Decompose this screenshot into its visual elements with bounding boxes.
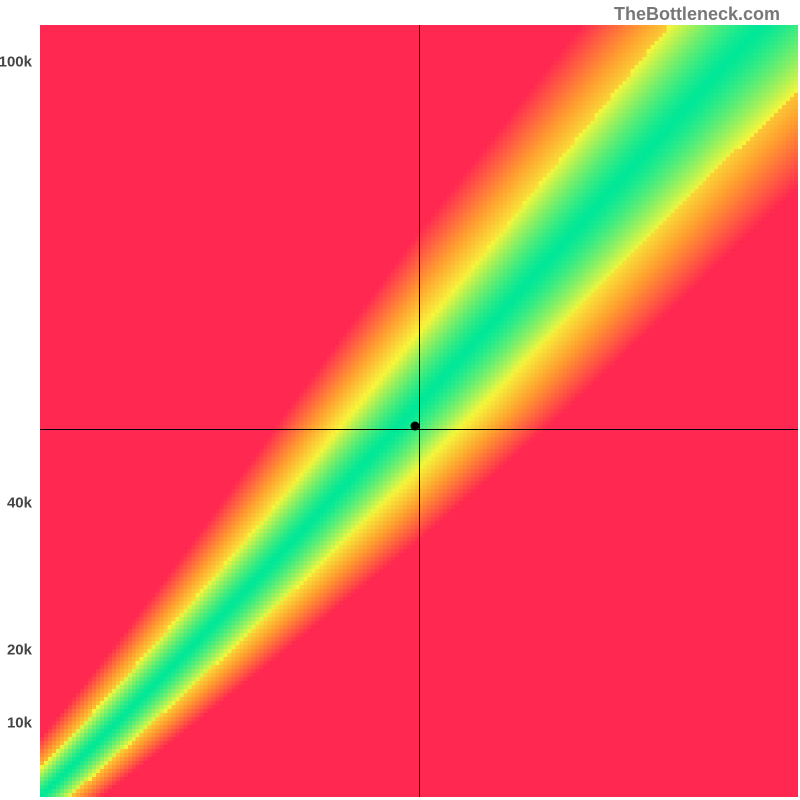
crosshair-vertical	[419, 25, 420, 797]
y-tick-label: 100k	[0, 53, 32, 70]
y-tick-label: 40k	[7, 494, 32, 511]
y-axis-labels: 10k 20k 40k 100k	[0, 25, 36, 797]
watermark: TheBottleneck.com	[614, 4, 780, 25]
selected-data-point[interactable]	[411, 421, 420, 430]
crosshair-horizontal	[40, 429, 798, 430]
y-tick-label: 20k	[7, 641, 32, 658]
y-tick-label: 10k	[7, 715, 32, 732]
plot-area	[40, 25, 798, 797]
